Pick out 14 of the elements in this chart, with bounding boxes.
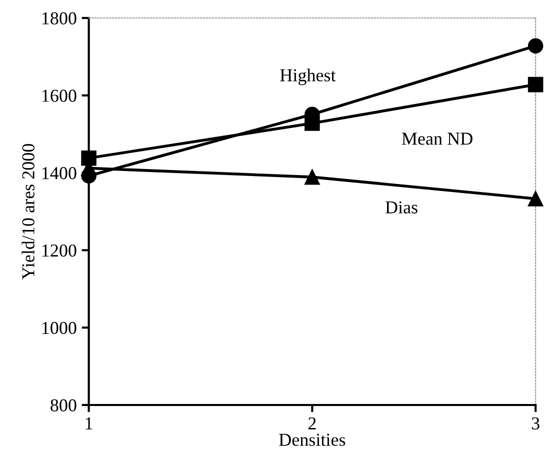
x-tick-label: 1 bbox=[86, 417, 92, 430]
y-tick-label: 1000 bbox=[42, 322, 76, 334]
x-tick-label: 3 bbox=[532, 417, 540, 430]
x-tick-label: 2 bbox=[308, 417, 316, 430]
y-axis-title: Yield/10 ares 2000 bbox=[22, 144, 34, 280]
x-axis-title: Densities bbox=[279, 434, 346, 446]
series-label: Dias bbox=[386, 201, 418, 214]
y-tick-label: 1400 bbox=[42, 167, 76, 180]
y-tick-label: 800 bbox=[50, 399, 76, 412]
series-label: Highest bbox=[280, 68, 336, 86]
y-tick-label: 1800 bbox=[42, 12, 76, 24]
series-label: Mean ND bbox=[402, 132, 472, 145]
y-tick-label: 1200 bbox=[42, 244, 76, 257]
y-tick-label: 1600 bbox=[42, 90, 76, 102]
